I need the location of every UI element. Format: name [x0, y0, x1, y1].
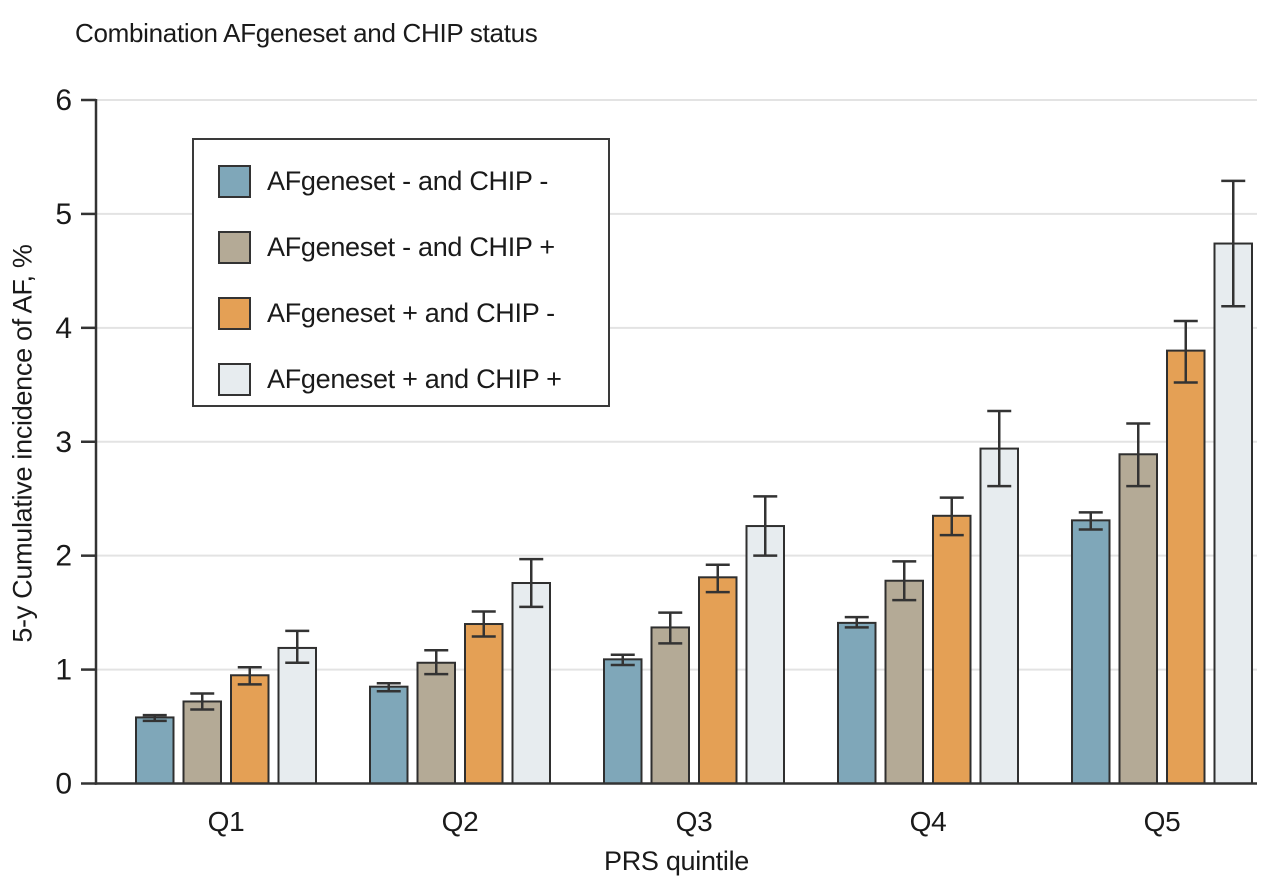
bar: [698, 576, 738, 785]
y-axis-label: 5-y Cumulative incidence of AF, %: [7, 244, 38, 643]
bar: [182, 700, 222, 785]
bar: [230, 674, 270, 785]
legend-item: AFgeneset - and CHIP -: [218, 148, 608, 214]
y-tick-label: 0: [55, 768, 72, 801]
x-category-label: Q1: [208, 806, 245, 837]
legend-label: AFgeneset + and CHIP +: [267, 363, 562, 394]
y-tick-label: 5: [55, 198, 72, 231]
legend-item: AFgeneset + and CHIP +: [218, 346, 608, 412]
x-category-label: Q4: [910, 806, 947, 837]
legend-label: AFgeneset - and CHIP -: [267, 165, 549, 196]
y-tick-label: 4: [55, 312, 72, 345]
legend-swatch-icon: [218, 296, 251, 330]
legend-item: AFgeneset - and CHIP +: [218, 214, 608, 280]
bar: [277, 646, 317, 785]
legend-swatch-icon: [218, 164, 251, 198]
legend-label: AFgeneset + and CHIP -: [267, 297, 555, 328]
bar: [650, 626, 690, 785]
x-category-label: Q2: [442, 806, 479, 837]
x-axis-label: PRS quintile: [604, 846, 749, 876]
bar: [745, 525, 785, 785]
bar: [416, 661, 456, 785]
legend: AFgeneset - and CHIP - AFgeneset - and C…: [192, 138, 610, 407]
legend-item: AFgeneset + and CHIP -: [218, 280, 608, 346]
y-tick-label: 1: [55, 654, 72, 687]
bar: [979, 447, 1019, 785]
legend-swatch-icon: [218, 230, 251, 264]
bar: [464, 623, 504, 785]
bar: [603, 658, 643, 785]
y-tick-label: 3: [55, 426, 72, 459]
bar: [1166, 349, 1206, 785]
legend-swatch-icon: [218, 362, 251, 396]
bar: [884, 579, 924, 785]
y-tick-label: 2: [55, 540, 72, 573]
bar: [1213, 242, 1253, 785]
bar: [369, 685, 409, 785]
chart-title: Combination AFgeneset and CHIP status: [75, 18, 538, 48]
y-tick-label: 6: [55, 84, 72, 117]
x-category-label: Q3: [676, 806, 713, 837]
bar: [932, 514, 972, 785]
bar: [1118, 453, 1158, 785]
legend-label: AFgeneset - and CHIP +: [267, 231, 555, 262]
bar: [135, 716, 175, 785]
bar: [1071, 519, 1111, 785]
bar: [511, 582, 551, 785]
bar: [837, 621, 877, 785]
x-category-label: Q5: [1144, 806, 1181, 837]
